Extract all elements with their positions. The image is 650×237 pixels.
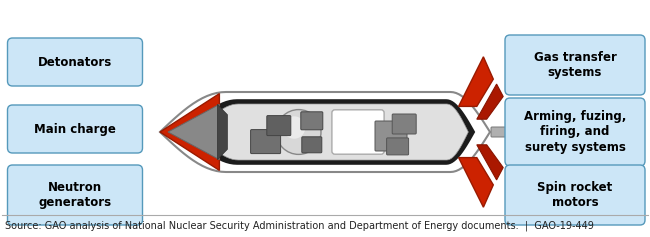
- FancyBboxPatch shape: [505, 98, 645, 166]
- FancyBboxPatch shape: [491, 127, 518, 137]
- Polygon shape: [168, 104, 220, 160]
- Polygon shape: [160, 94, 220, 170]
- Text: Spin rocket
motors: Spin rocket motors: [538, 181, 612, 209]
- FancyBboxPatch shape: [8, 38, 142, 86]
- Polygon shape: [217, 104, 228, 160]
- Polygon shape: [459, 158, 493, 207]
- FancyBboxPatch shape: [392, 114, 416, 134]
- Circle shape: [283, 116, 306, 139]
- Polygon shape: [477, 84, 503, 119]
- Polygon shape: [477, 145, 503, 180]
- Polygon shape: [185, 99, 475, 165]
- FancyBboxPatch shape: [8, 165, 142, 225]
- FancyBboxPatch shape: [505, 35, 645, 95]
- Text: Gas transfer
systems: Gas transfer systems: [534, 51, 616, 79]
- FancyBboxPatch shape: [375, 121, 407, 151]
- Text: Arming, fuzing,
firing, and
surety systems: Arming, fuzing, firing, and surety syste…: [524, 110, 626, 154]
- Text: Neutron
generators: Neutron generators: [38, 181, 112, 209]
- Text: Detonators: Detonators: [38, 55, 112, 68]
- FancyBboxPatch shape: [301, 112, 323, 130]
- Polygon shape: [198, 104, 468, 160]
- FancyBboxPatch shape: [332, 110, 384, 154]
- Polygon shape: [459, 57, 493, 106]
- Circle shape: [276, 109, 321, 154]
- FancyBboxPatch shape: [266, 116, 291, 136]
- FancyBboxPatch shape: [505, 165, 645, 225]
- Text: Source: GAO analysis of National Nuclear Security Administration and Department : Source: GAO analysis of National Nuclear…: [5, 221, 594, 231]
- FancyBboxPatch shape: [387, 138, 409, 155]
- FancyBboxPatch shape: [8, 105, 142, 153]
- Polygon shape: [160, 92, 490, 172]
- Text: Main charge: Main charge: [34, 123, 116, 136]
- FancyBboxPatch shape: [302, 137, 322, 153]
- FancyBboxPatch shape: [251, 130, 281, 154]
